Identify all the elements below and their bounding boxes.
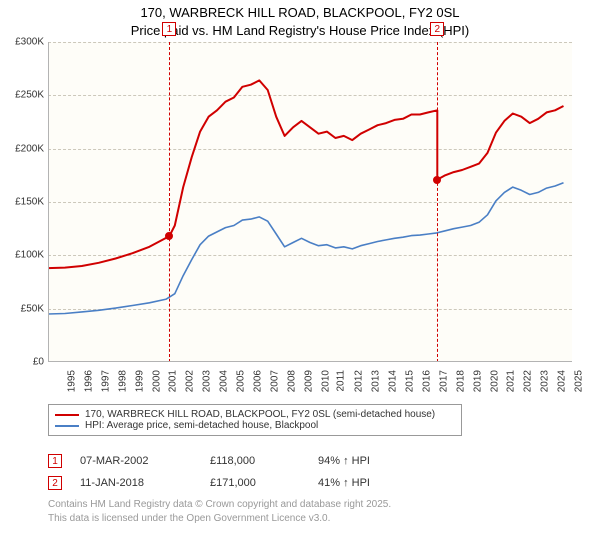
marker-vline [169,42,170,362]
title-subtitle: Price paid vs. HM Land Registry's House … [0,22,600,40]
table-row: 1 07-MAR-2002£118,00094% ↑ HPI [48,450,438,472]
row-pct: 41% ↑ HPI [318,477,438,489]
series-hpi [48,183,564,314]
y-tick-label: £200K [0,143,44,154]
line-series-svg [48,42,572,362]
legend-label: HPI: Average price, semi-detached house,… [85,420,318,431]
transaction-table: 1 07-MAR-2002£118,00094% ↑ HPI 2 11-JAN-201… [48,450,438,494]
marker-point [433,176,441,184]
chart-container: 170, WARBRECK HILL ROAD, BLACKPOOL, FY2 … [0,0,600,560]
marker-flag: 2 [430,22,444,36]
legend-swatch [55,414,79,416]
table-row: 2 11-JAN-2018£171,00041% ↑ HPI [48,472,438,494]
row-date: 07-MAR-2002 [80,455,210,467]
footer-credits: Contains HM Land Registry data © Crown c… [48,498,391,525]
row-pct: 94% ↑ HPI [318,455,438,467]
row-price: £118,000 [210,455,318,467]
footer-line2: This data is licensed under the Open Gov… [48,512,391,526]
legend-row: HPI: Average price, semi-detached house,… [55,420,455,431]
legend-swatch [55,425,79,427]
y-tick-label: £150K [0,197,44,208]
row-price: £171,000 [210,477,318,489]
marker-vline [437,42,438,362]
row-flag: 1 [48,454,62,468]
title-address: 170, WARBRECK HILL ROAD, BLACKPOOL, FY2 … [0,4,600,22]
y-tick-label: £0 [0,357,44,368]
legend: 170, WARBRECK HILL ROAD, BLACKPOOL, FY2 … [48,404,462,436]
row-flag: 2 [48,476,62,490]
y-tick-label: £250K [0,90,44,101]
title-block: 170, WARBRECK HILL ROAD, BLACKPOOL, FY2 … [0,0,600,39]
y-tick-label: £300K [0,37,44,48]
legend-row: 170, WARBRECK HILL ROAD, BLACKPOOL, FY2 … [55,409,455,420]
row-date: 11-JAN-2018 [80,477,210,489]
footer-line1: Contains HM Land Registry data © Crown c… [48,498,391,512]
marker-point [165,232,173,240]
y-tick-label: £50K [0,303,44,314]
chart-area: £0£50K£100K£150K£200K£250K£300K 12 19951… [0,42,580,398]
marker-flag: 1 [162,22,176,36]
legend-label: 170, WARBRECK HILL ROAD, BLACKPOOL, FY2 … [85,409,435,420]
y-tick-label: £100K [0,250,44,261]
x-tick-label: 2025 [573,370,600,392]
